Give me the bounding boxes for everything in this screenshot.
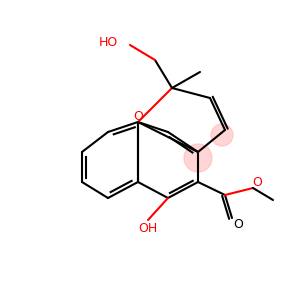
Text: O: O: [252, 176, 262, 190]
Text: O: O: [233, 218, 243, 230]
Text: O: O: [133, 110, 143, 122]
Circle shape: [184, 144, 212, 172]
Text: HO: HO: [99, 35, 118, 49]
Circle shape: [211, 124, 233, 146]
Text: OH: OH: [138, 221, 158, 235]
